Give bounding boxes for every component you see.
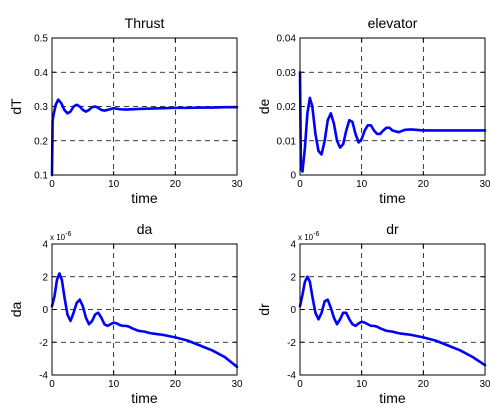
y-tick-label: 0 bbox=[290, 305, 296, 316]
x-tick-label: 0 bbox=[297, 379, 303, 390]
y-tick-label: -2 bbox=[39, 338, 48, 349]
x-tick-label: 30 bbox=[479, 379, 490, 390]
exponent-power: -6 bbox=[313, 231, 319, 238]
x-tick-label: 30 bbox=[231, 379, 243, 390]
subplot-3: 0 10 20 30 -4 -2 0 2 4x 10-6 da time da bbox=[8, 221, 243, 406]
y-tick-label: 0.2 bbox=[34, 136, 48, 147]
x-tick-label: 0 bbox=[49, 379, 55, 390]
subplot-4: 0 10 20 30 -4 -2 0 2 4x 10-6 dr time dr bbox=[256, 221, 490, 406]
y-tick-label: 0.5 bbox=[34, 34, 48, 45]
y-tick-label: 0 bbox=[42, 305, 48, 316]
x-axis-label: time bbox=[131, 390, 158, 406]
y-axis-label: dr bbox=[256, 303, 272, 316]
exponent-label: x 10-6 bbox=[50, 231, 71, 242]
series-line bbox=[50, 272, 239, 369]
x-tick-label: 10 bbox=[356, 379, 368, 390]
x-axis-label: time bbox=[131, 190, 158, 206]
y-tick-label: 0.04 bbox=[277, 34, 297, 45]
x-tick-label: 20 bbox=[170, 179, 182, 190]
x-tick-label: 0 bbox=[49, 179, 55, 190]
chart-title: dr bbox=[386, 221, 399, 237]
y-tick-label: 2 bbox=[42, 272, 48, 283]
y-tick-label: -4 bbox=[287, 371, 296, 382]
y-axis-label: dT bbox=[8, 98, 24, 115]
x-tick-label: 0 bbox=[297, 179, 303, 190]
x-tick-label: 10 bbox=[108, 379, 120, 390]
y-tick-label: 0.03 bbox=[277, 68, 297, 79]
x-tick-label: 20 bbox=[418, 179, 430, 190]
x-tick-label: 30 bbox=[479, 179, 490, 190]
y-tick-label: 0.4 bbox=[34, 68, 48, 79]
x-tick-label: 20 bbox=[170, 379, 182, 390]
exponent-power: -6 bbox=[65, 231, 71, 238]
x-tick-label: 30 bbox=[231, 179, 243, 190]
y-tick-label: -4 bbox=[39, 371, 48, 382]
x-axis-label: time bbox=[379, 190, 406, 206]
y-axis-label: de bbox=[256, 99, 272, 115]
chart-title: elevator bbox=[368, 15, 418, 31]
y-tick-label: 0.3 bbox=[34, 102, 48, 113]
subplot-1: 0 10 20 30 0.1 0.2 0.3 0.4 0.5 Thrust time dT bbox=[8, 15, 243, 206]
y-tick-label: 4 bbox=[290, 240, 296, 251]
chart-title: Thrust bbox=[125, 15, 165, 31]
y-tick-label: 0.01 bbox=[277, 136, 297, 147]
x-tick-label: 10 bbox=[356, 179, 368, 190]
x-tick-label: 20 bbox=[418, 379, 430, 390]
series-line bbox=[298, 275, 487, 367]
x-axis-label: time bbox=[379, 390, 406, 406]
series-line bbox=[298, 70, 487, 173]
y-tick-label: 0.02 bbox=[277, 102, 297, 113]
y-axis-label: da bbox=[8, 302, 24, 318]
exponent-label: x 10-6 bbox=[298, 231, 319, 242]
y-tick-label: 0 bbox=[290, 171, 296, 182]
y-tick-label: 0.1 bbox=[34, 171, 48, 182]
subplot-2: 0 10 20 30 0 0.01 0.02 0.03 0.04 elevator time de bbox=[256, 15, 490, 206]
chart-title: da bbox=[137, 221, 153, 237]
x-tick-label: 10 bbox=[108, 179, 120, 190]
y-tick-label: 4 bbox=[42, 240, 48, 251]
y-tick-label: -2 bbox=[287, 338, 296, 349]
y-tick-label: 2 bbox=[290, 272, 296, 283]
series-line bbox=[50, 98, 239, 177]
